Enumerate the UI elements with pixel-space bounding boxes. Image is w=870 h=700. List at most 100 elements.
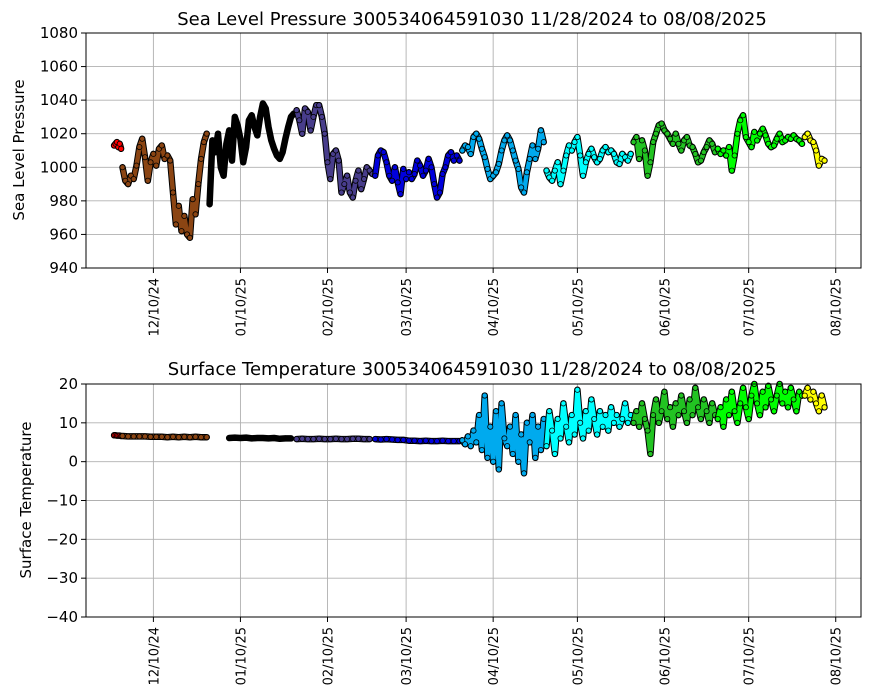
series-apr-2025: [459, 127, 547, 196]
data-point: [389, 436, 396, 443]
data-point: [610, 419, 617, 426]
data-point: [245, 117, 252, 124]
data-point: [768, 396, 775, 403]
data-point: [254, 132, 261, 139]
series-mar-2025: [371, 147, 463, 201]
data-point: [436, 189, 443, 196]
data-point: [566, 142, 573, 149]
data-point: [125, 181, 132, 188]
x-tick-label: 12/10/24: [147, 278, 162, 336]
data-point: [518, 431, 525, 438]
data-points: [110, 380, 828, 477]
data-point: [537, 127, 544, 134]
data-point: [299, 435, 306, 442]
x-tick-label: 07/10/25: [743, 627, 758, 685]
data-point: [293, 107, 300, 114]
data-point: [408, 175, 415, 182]
data-point: [509, 450, 516, 457]
y-tick-label: 960: [49, 225, 78, 243]
data-point: [779, 400, 786, 407]
data-point: [352, 177, 359, 184]
data-point: [521, 470, 528, 477]
data-point: [405, 169, 412, 176]
data-point: [386, 172, 393, 179]
data-point: [647, 159, 654, 166]
data-point: [697, 157, 704, 164]
data-point: [653, 396, 660, 403]
data-point: [537, 446, 544, 453]
data-point: [265, 124, 272, 131]
data-point: [178, 228, 185, 235]
data-point: [661, 388, 668, 395]
data-point: [647, 450, 654, 457]
data-point: [324, 159, 331, 166]
data-point: [189, 196, 196, 203]
data-point: [439, 170, 446, 177]
data-point: [582, 408, 589, 415]
data-point: [414, 157, 421, 164]
y-tick-label: −40: [46, 608, 78, 626]
data-point: [259, 434, 266, 441]
data-point: [380, 149, 387, 156]
data-point: [383, 436, 390, 443]
data-point: [512, 157, 519, 164]
data-point: [689, 144, 696, 151]
y-tick-label: 1060: [40, 58, 78, 76]
data-point: [478, 145, 485, 152]
data-point: [785, 404, 792, 411]
data-point: [692, 150, 699, 157]
data-point: [580, 172, 587, 179]
data-point: [445, 438, 452, 445]
data-point: [756, 412, 763, 419]
y-tick-label: −20: [46, 530, 78, 548]
data-point: [703, 408, 710, 415]
data-point: [450, 157, 457, 164]
data-point: [394, 436, 401, 443]
data-point: [175, 434, 182, 441]
data-point: [394, 179, 401, 186]
y-tick-label: 20: [59, 375, 78, 393]
data-point: [389, 177, 396, 184]
data-point: [506, 137, 513, 144]
x-tick-label: 06/10/25: [658, 627, 673, 685]
data-point: [397, 191, 404, 198]
data-point: [574, 134, 581, 141]
data-point: [515, 458, 522, 465]
data-point: [341, 181, 348, 188]
data-point: [535, 145, 542, 152]
data-point: [633, 134, 640, 141]
data-point: [259, 100, 266, 107]
data-point: [740, 112, 747, 119]
data-point: [759, 125, 766, 132]
series-jul-2025: [714, 112, 806, 174]
data-point: [459, 437, 466, 444]
data-point: [349, 435, 356, 442]
data-point: [293, 436, 300, 443]
data-point: [198, 155, 205, 162]
data-point: [526, 439, 533, 446]
data-point: [473, 130, 480, 137]
y-tick-label: −10: [46, 492, 78, 510]
data-point: [125, 433, 132, 440]
x-tick-label: 02/10/25: [321, 278, 336, 336]
series-may-2025: [543, 386, 634, 458]
data-point: [203, 434, 210, 441]
data-point: [731, 152, 738, 159]
data-point: [633, 408, 640, 415]
data-point: [268, 137, 275, 144]
data-point: [360, 175, 367, 182]
data-point: [563, 423, 570, 430]
data-point: [355, 167, 362, 174]
data-point: [248, 435, 255, 442]
data-point: [706, 419, 713, 426]
data-point: [585, 150, 592, 157]
data-point: [726, 144, 733, 151]
data-point: [681, 408, 688, 415]
data-point: [243, 144, 250, 151]
data-point: [664, 130, 671, 137]
axes-ticks: −40 −30 −20 −10 0 10 20 12/10/24 01/10/25 02/10/2…: [46, 375, 844, 685]
data-point: [776, 130, 783, 137]
data-point: [422, 167, 429, 174]
data-point: [344, 436, 351, 443]
